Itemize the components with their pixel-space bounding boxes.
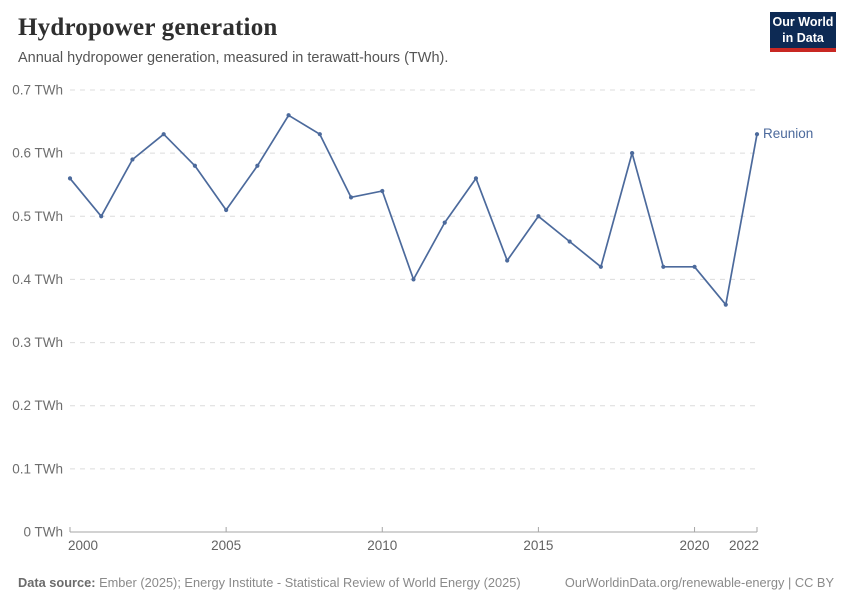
y-tick-label: 0.5 TWh [12,209,63,224]
data-point[interactable] [255,163,260,168]
data-point[interactable] [99,214,104,219]
x-tick-label: 2022 [729,538,759,553]
data-point[interactable] [192,163,198,168]
data-point[interactable] [411,277,416,282]
data-point[interactable] [629,151,635,156]
y-tick-label: 0.3 TWh [12,335,63,350]
x-tick-label: 2015 [523,538,553,553]
x-tick-label: 2020 [680,538,710,553]
data-source-detail: Ember (2025); Energy Institute - Statist… [95,575,521,590]
data-point[interactable] [130,157,135,162]
y-tick-label: 0 TWh [23,525,63,540]
chart-subtitle: Annual hydropower generation, measured i… [18,50,449,66]
owid-logo-line2: in Data [782,30,824,45]
owid-logo-line1: Our World [772,15,834,29]
y-tick-label: 0.2 TWh [12,398,63,413]
data-point[interactable] [442,220,447,225]
data-point[interactable] [692,264,697,269]
y-tick-label: 0.1 TWh [12,461,63,476]
data-point[interactable] [348,195,354,200]
data-point[interactable] [224,207,229,213]
data-point[interactable] [598,264,603,269]
data-point[interactable] [380,188,385,194]
y-tick-label: 0.6 TWh [12,146,63,161]
page-title: Hydropower generation [18,14,278,41]
data-point[interactable] [661,264,666,269]
chart-header: Hydropower generation Annual hydropower … [18,14,448,66]
data-point[interactable] [567,239,572,244]
data-source-text: Data source: Ember (2025); Energy Instit… [18,575,521,590]
credit-link[interactable]: OurWorldinData.org/renewable-energy | CC… [564,575,834,590]
x-tick-label: 2005 [211,538,241,553]
data-point[interactable] [161,132,166,137]
data-source-label: Data source: [18,575,96,590]
data-point[interactable] [505,258,510,263]
y-tick-label: 0.4 TWh [12,272,63,287]
data-point[interactable] [723,302,728,307]
data-point[interactable] [286,113,291,118]
data-point[interactable] [536,214,541,219]
owid-logo[interactable]: Our World in Data [770,12,836,52]
data-line[interactable] [69,114,758,306]
x-tick-label: 2000 [68,538,98,553]
x-tick-label: 2010 [367,538,397,553]
data-point[interactable] [754,132,760,137]
chart-footer: Data source: Ember (2025); Energy Instit… [18,575,834,590]
data-point[interactable] [473,176,479,181]
series-label[interactable]: Reunion [763,126,813,141]
y-tick-label: 0.7 TWh [12,83,63,98]
data-point[interactable] [67,176,73,181]
data-point[interactable] [317,132,322,137]
